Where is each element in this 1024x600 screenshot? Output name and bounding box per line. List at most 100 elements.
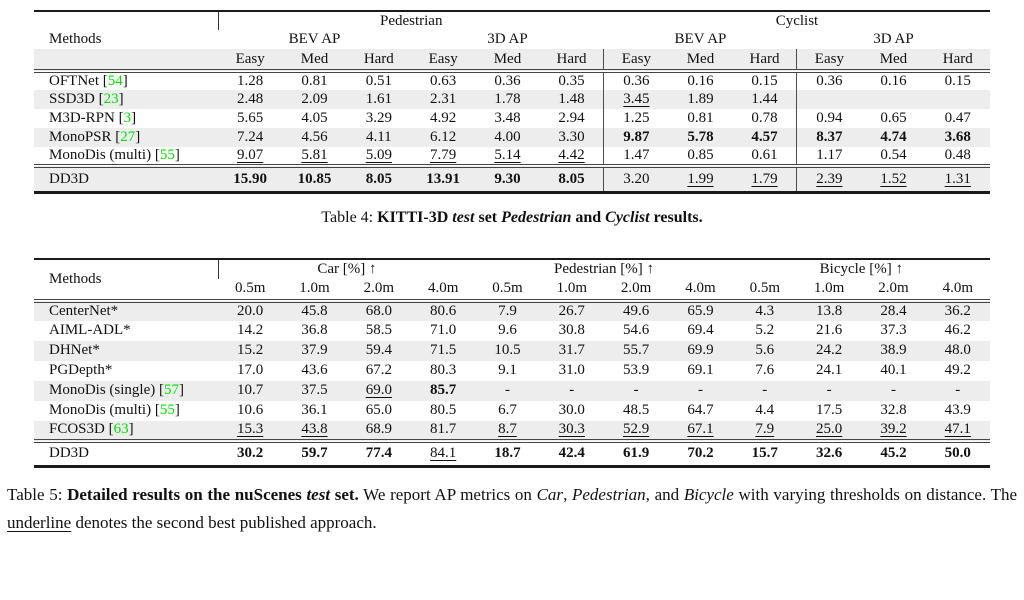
value-cell: 0.47 [944,110,971,126]
value-cell: 59.7 [282,438,347,467]
citation-link[interactable]: 55 [159,402,175,418]
column-header: 1.0m [539,278,604,303]
value-cell: 61.9 [603,438,669,467]
value-cell: 43.6 [301,362,328,378]
column-header: 2.0m [603,278,669,303]
method-cell: MonoPSR [27] [34,128,218,147]
value-cell: 67.1 [668,420,733,441]
value-cell: - [539,380,604,401]
citation-link[interactable]: 27 [120,129,136,145]
caption-segment: Table 5: [7,485,68,504]
caption-segment: , [563,485,572,504]
value-cell: 3.48 [494,110,521,126]
value-cell: 8.7 [475,420,540,441]
value-cell: 3.30 [539,128,604,147]
value-cell: 4.74 [861,128,926,147]
value-cell: 68.0 [346,300,411,321]
value-cell: 52.9 [603,420,669,441]
value-cell: 0.15 [944,73,971,89]
value-cell: 43.8 [282,420,347,441]
value-cell: - [925,380,990,401]
value-cell: 9.30 [475,164,540,192]
value-cell: 48.0 [925,340,990,361]
value-cell: 7.6 [755,362,775,378]
value-cell: 80.3 [430,362,457,378]
group-header: Bicycle [%] ↑ [819,260,903,277]
caption-segment: Car [536,485,564,504]
value-cell: 26.7 [539,300,604,321]
value-cell: 10.6 [237,402,264,418]
value-cell: 8.05 [539,164,604,192]
value-cell: 1.25 [603,109,669,128]
citation-link[interactable]: 63 [113,421,129,437]
citation-link[interactable]: 54 [107,73,123,89]
value-cell: 80.5 [430,402,457,418]
value-cell: 5.14 [494,147,521,163]
kitti-3d-results-table: Methods Pedestrian Cyclist BEV AP 3D AP BEV A… [34,10,990,194]
value-cell: 4.4 [755,402,775,418]
value-cell: 49.6 [603,300,669,321]
header-group-row: Methods Car [%] ↑ Pedestrian [%] ↑ Bicycle … [34,258,990,303]
column-header: 2.0m [346,278,411,303]
value-cell: 1.31 [925,164,990,192]
value-cell: 5.2 [755,322,775,338]
value-cell: 4.05 [301,110,328,126]
citation-link[interactable]: 23 [103,91,119,107]
column-header: 0.5m [218,278,283,303]
table-row: SSD3D [23] 2.48 2.09 1.61 2.31 1.78 1.48 3.45 1.… [34,90,990,109]
citation-link[interactable]: 55 [159,147,175,163]
value-cell: 7.79 [430,147,457,163]
value-cell: 15.90 [218,164,283,192]
value-cell: 68.9 [346,420,411,441]
value-cell: 67.2 [365,362,392,378]
value-cell: 55.7 [603,340,669,361]
value-cell: 15.2 [218,340,283,361]
subgroup-header: 3D AP [487,31,528,47]
value-cell: 38.9 [861,340,926,361]
value-cell: 0.54 [880,147,907,163]
value-cell: 30.8 [558,322,585,338]
caption-segment: test [452,208,475,226]
value-cell: 53.9 [623,362,650,378]
value-cell: - [732,380,797,401]
group-header: Car [%] ↑ [217,258,476,279]
nuscenes-results-table: Methods Car [%] ↑ Pedestrian [%] ↑ Bicycle … [34,257,990,468]
value-cell: 0.78 [751,110,778,126]
value-cell: 37.5 [282,380,347,401]
methods-column-header: Methods [49,31,102,47]
value-cell: 1.89 [668,90,733,109]
value-cell: 3.20 [603,164,669,192]
value-cell: 0.16 [687,73,714,89]
value-cell: 36.8 [301,322,328,338]
method-cell: DD3D [34,164,218,192]
caption-segment: results. [649,208,703,226]
value-cell: 36.1 [301,402,328,418]
value-cell: 5.65 [237,110,264,126]
method-cell: MonoDis (single) [57] [34,380,218,401]
table5-caption: Table 5: Detailed results on the nuScene… [7,481,1017,537]
subgroup-header: 3D AP [873,31,914,47]
value-cell: 43.9 [944,402,971,418]
column-header: Med [475,49,540,73]
value-cell: 2.48 [218,90,283,109]
table-row: AIML-ADL* 14.2 36.8 58.5 71.0 9.6 30.8 54.6 69.4… [34,321,990,341]
caption-segment: underline [7,513,72,532]
value-cell: 4.56 [282,128,347,147]
citation-link[interactable]: 57 [164,382,179,398]
value-cell: 1.48 [539,90,604,109]
value-cell: 10.5 [475,340,540,361]
column-header: Med [861,49,926,73]
value-cell: 0.48 [944,147,971,163]
value-cell: 6.7 [498,402,517,418]
caption-segment: We report AP metrics on [358,485,537,504]
value-cell: 14.2 [237,322,264,338]
citation-link[interactable]: 3 [123,110,132,126]
column-header: Med [282,49,347,73]
value-cell: 30.0 [558,402,585,418]
column-header: Med [668,49,733,73]
value-cell: 0.85 [687,147,714,163]
value-cell: 1.47 [603,147,669,166]
value-cell: 69.1 [687,362,714,378]
method-cell: FCOS3D [63] [34,420,218,441]
value-cell: 4.00 [475,128,540,147]
